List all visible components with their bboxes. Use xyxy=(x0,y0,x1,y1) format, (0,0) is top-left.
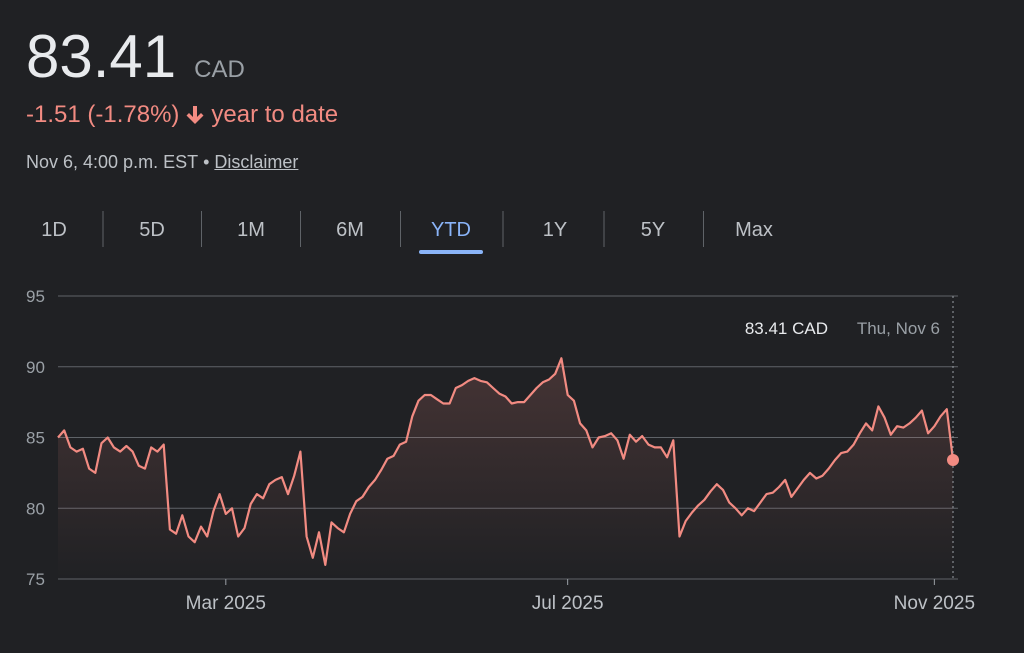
tab[interactable]: 5Y xyxy=(641,219,665,241)
y-tick-label: 95 xyxy=(26,287,45,306)
tab[interactable]: 1D xyxy=(41,219,67,241)
x-tick-label: Jul 2025 xyxy=(532,593,604,614)
down-arrow xyxy=(186,106,204,124)
tab[interactable]: 1Y xyxy=(543,219,567,241)
change-row: -1.51 (-1.78%) year to date xyxy=(26,101,338,129)
y-tick-label: 80 xyxy=(26,499,45,518)
time-row: Nov 6, 4:00 p.m. EST • Disclaimer xyxy=(26,152,298,173)
tab[interactable]: Max xyxy=(735,219,773,241)
tab[interactable]: 6M xyxy=(336,219,364,241)
line-area xyxy=(58,358,953,579)
y-tick-label: 75 xyxy=(26,570,45,589)
price-row: 83.41 CAD xyxy=(26,22,245,91)
price: 83.41 xyxy=(26,23,177,90)
x-tick-label: Mar 2025 xyxy=(186,593,266,614)
change: -1.51 (-1.78%) xyxy=(26,101,180,128)
last-point xyxy=(947,453,959,466)
disclaimer-link[interactable]: Disclaimer xyxy=(214,152,299,172)
timestamp: Nov 6, 4:00 p.m. EST xyxy=(26,152,199,172)
y-tick-label: 85 xyxy=(26,429,45,448)
y-tick-label: 90 xyxy=(26,358,45,377)
tab[interactable]: YTD xyxy=(431,219,471,241)
price-line xyxy=(57,357,955,566)
separator: • xyxy=(203,152,210,172)
tab-underline xyxy=(419,250,483,254)
tooltip-date: Thu, Nov 6 xyxy=(857,319,940,338)
x-tick-label: Nov 2025 xyxy=(894,593,975,614)
currency: CAD xyxy=(194,56,245,83)
tab[interactable]: 5D xyxy=(139,219,165,241)
period: year to date xyxy=(211,101,339,128)
tab[interactable]: 1M xyxy=(237,219,265,241)
tooltip-value: 83.41 CAD xyxy=(745,319,828,338)
